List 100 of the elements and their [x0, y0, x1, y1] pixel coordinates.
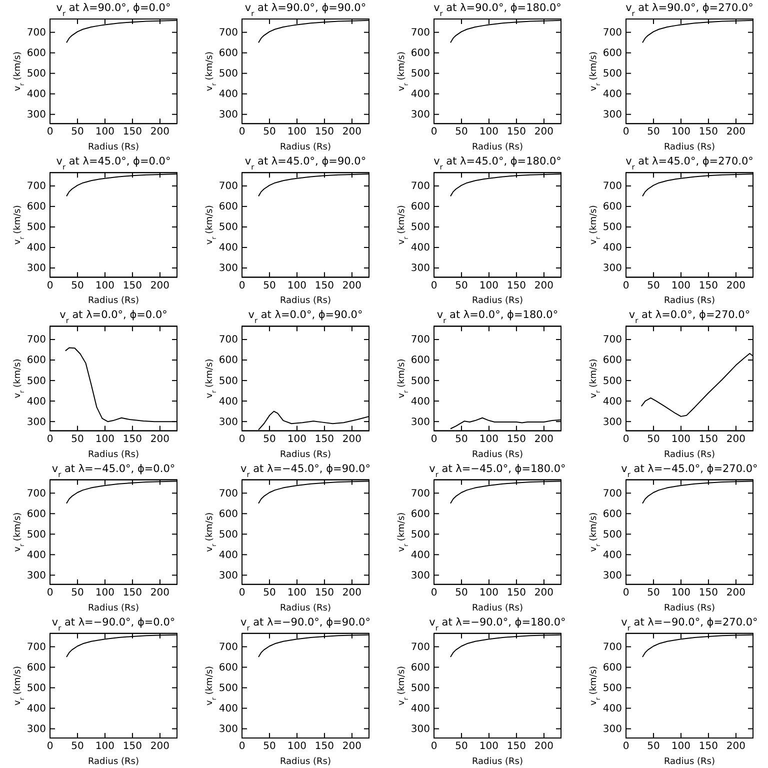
y-tick-label: 300	[26, 570, 46, 582]
x-tick-label: 0	[430, 434, 438, 445]
y-tick-label: 600	[602, 202, 622, 213]
x-tick-label: 200	[726, 280, 746, 292]
y-tick-label: 300	[218, 416, 238, 428]
x-tick-label: 50	[455, 280, 468, 292]
x-tick-label: 150	[506, 588, 526, 598]
y-tick-label: 400	[602, 703, 622, 714]
x-tick-label: 200	[150, 434, 170, 445]
x-axis-title: Radius (Rs)	[88, 450, 140, 460]
x-tick-label: 0	[622, 126, 630, 138]
y-tick-label: 600	[218, 662, 238, 674]
x-tick-label: 150	[506, 741, 526, 752]
chart-title: v$_{r}$ at λ=45.0°, ϕ=180.0°	[434, 156, 562, 172]
y-tick-label: 300	[218, 110, 238, 121]
y-tick-label: 600	[218, 48, 238, 60]
x-axis-title: Radius (Rs)	[280, 757, 332, 767]
x-tick-label: 50	[263, 588, 276, 598]
y-tick-label: 600	[410, 508, 430, 520]
x-tick-label: 150	[506, 280, 526, 292]
x-tick-label: 0	[430, 126, 438, 138]
y-tick-label: 600	[602, 662, 622, 674]
x-tick-label: 200	[150, 741, 170, 752]
x-tick-label: 200	[534, 280, 554, 292]
x-tick-label: 50	[263, 280, 276, 292]
x-tick-label: 100	[287, 280, 307, 292]
x-tick-label: 200	[534, 741, 554, 752]
x-tick-label: 150	[698, 588, 718, 598]
y-tick-label: 500	[26, 529, 46, 540]
y-tick-label: 500	[602, 222, 622, 234]
y-tick-label: 700	[26, 488, 46, 500]
chart-title: v$_{r}$ at λ=0.0°, ϕ=90.0°	[248, 309, 363, 325]
y-tick-label: 300	[26, 724, 46, 735]
x-tick-label: 0	[622, 434, 630, 445]
y-tick-label: 500	[410, 222, 430, 234]
x-tick-label: 0	[430, 588, 438, 598]
x-tick-label: 200	[342, 434, 362, 445]
y-tick-label: 700	[602, 642, 622, 653]
x-tick-label: 150	[506, 434, 526, 445]
x-tick-label: 200	[342, 280, 362, 292]
x-tick-label: 50	[71, 741, 84, 752]
x-tick-label: 200	[726, 741, 746, 752]
x-tick-label: 0	[238, 588, 246, 598]
x-tick-label: 0	[622, 280, 630, 292]
x-tick-label: 150	[314, 434, 334, 445]
x-tick-label: 150	[122, 434, 142, 445]
y-tick-label: 700	[26, 28, 46, 39]
x-tick-label: 150	[314, 126, 334, 138]
y-tick-label: 400	[602, 396, 622, 408]
x-axis-title: Radius (Rs)	[664, 450, 716, 460]
x-tick-label: 100	[479, 434, 499, 445]
x-axis-title: Radius (Rs)	[664, 603, 716, 614]
x-tick-label: 200	[150, 588, 170, 598]
x-tick-label: 100	[479, 741, 499, 752]
x-axis-title: Radius (Rs)	[472, 142, 524, 153]
x-tick-label: 0	[238, 434, 246, 445]
y-tick-label: 500	[26, 682, 46, 694]
x-tick-label: 100	[671, 280, 691, 292]
chart-title: v$_{r}$ at λ=0.0°, ϕ=180.0°	[436, 309, 558, 325]
x-tick-label: 100	[671, 434, 691, 445]
x-axis-title: Radius (Rs)	[280, 296, 332, 306]
x-tick-label: 0	[430, 741, 438, 752]
y-tick-label: 300	[410, 110, 430, 121]
x-tick-label: 200	[150, 280, 170, 292]
y-tick-label: 600	[218, 202, 238, 213]
y-tick-label: 600	[410, 662, 430, 674]
x-tick-label: 200	[150, 126, 170, 138]
x-tick-label: 100	[95, 588, 115, 598]
y-tick-label: 300	[218, 263, 238, 274]
y-tick-label: 600	[26, 662, 46, 674]
x-tick-label: 150	[698, 126, 718, 138]
y-tick-label: 300	[218, 570, 238, 582]
y-tick-label: 500	[602, 68, 622, 80]
x-axis-title: Radius (Rs)	[88, 296, 140, 306]
x-tick-label: 0	[238, 280, 246, 292]
x-tick-label: 100	[671, 588, 691, 598]
y-tick-label: 500	[602, 529, 622, 540]
y-tick-label: 600	[26, 48, 46, 60]
y-tick-label: 300	[26, 110, 46, 121]
y-tick-label: 300	[602, 263, 622, 274]
x-tick-label: 100	[671, 741, 691, 752]
x-tick-label: 0	[430, 280, 438, 292]
x-tick-label: 200	[726, 588, 746, 598]
chart-title: v$_{r}$ at λ=−45.0°, ϕ=0.0°	[52, 462, 176, 478]
y-tick-label: 400	[218, 550, 238, 561]
y-tick-label: 300	[602, 110, 622, 121]
chart-title: v$_{r}$ at λ=45.0°, ϕ=0.0°	[56, 156, 171, 172]
y-tick-label: 500	[26, 68, 46, 80]
x-axis-title: Radius (Rs)	[88, 142, 140, 153]
x-tick-label: 50	[263, 434, 276, 445]
x-tick-label: 150	[506, 126, 526, 138]
y-tick-label: 400	[26, 703, 46, 714]
x-axis-title: Radius (Rs)	[472, 450, 524, 460]
x-tick-label: 100	[95, 126, 115, 138]
y-tick-label: 700	[602, 488, 622, 500]
y-tick-label: 700	[26, 181, 46, 192]
y-tick-label: 400	[26, 550, 46, 561]
x-tick-label: 50	[71, 126, 84, 138]
y-tick-label: 500	[218, 682, 238, 694]
y-tick-label: 700	[218, 488, 238, 500]
